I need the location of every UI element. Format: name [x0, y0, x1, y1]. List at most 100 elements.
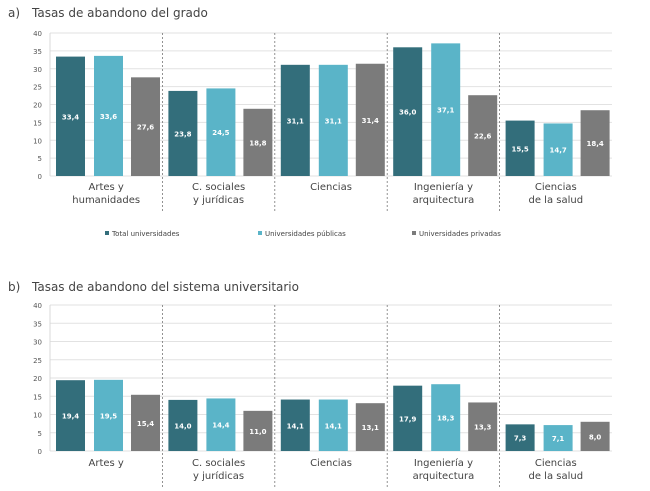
bar — [468, 402, 498, 451]
bar — [355, 403, 385, 451]
y-tick-label: 0 — [38, 448, 42, 456]
bar — [131, 77, 160, 176]
data-label: 18,3 — [437, 415, 454, 423]
category-label: Artes y — [89, 182, 124, 193]
y-tick-label: 25 — [33, 84, 42, 92]
data-label: 36,0 — [399, 109, 416, 117]
y-tick-label: 35 — [33, 320, 42, 328]
data-label: 15,4 — [137, 420, 154, 428]
data-label: 23,8 — [174, 130, 191, 138]
y-tick-label: 20 — [33, 375, 42, 383]
data-label: 31,1 — [325, 117, 342, 125]
legend-swatch — [258, 231, 262, 235]
data-label: 19,4 — [62, 413, 79, 421]
bar — [580, 421, 610, 451]
bar — [318, 399, 348, 451]
legend-label: Total universidades — [111, 230, 180, 238]
bar — [206, 88, 236, 176]
y-tick-label: 5 — [38, 155, 42, 163]
bar — [131, 394, 160, 451]
category-label: C. sociales — [192, 458, 245, 469]
data-label: 8,0 — [589, 433, 602, 441]
data-label: 31,1 — [287, 117, 304, 125]
y-tick-label: 35 — [33, 48, 42, 56]
bar — [505, 424, 535, 451]
legend-swatch — [105, 231, 109, 235]
category-label: de la salud — [529, 471, 584, 482]
data-label: 24,5 — [212, 129, 229, 137]
chart-title: Tasas de abandono del grado — [31, 6, 208, 20]
bar — [168, 90, 198, 176]
bar — [280, 64, 310, 176]
category-label: arquitectura — [413, 471, 475, 482]
bar — [56, 56, 85, 176]
legend-label: Universidades privadas — [419, 230, 501, 238]
bar — [580, 110, 610, 176]
y-tick-label: 30 — [33, 339, 42, 347]
category-label: Artes y — [89, 458, 124, 469]
y-tick-label: 10 — [33, 412, 42, 420]
y-tick-label: 5 — [38, 430, 42, 438]
panel-label: a) — [8, 6, 20, 20]
category-label: Ingeniería y — [414, 457, 473, 469]
bar — [505, 120, 535, 176]
category-label: Ciencias — [535, 182, 577, 193]
bar — [431, 43, 461, 177]
data-label: 14,4 — [212, 422, 229, 430]
y-tick-label: 10 — [33, 137, 42, 145]
legend-label: Universidades públicas — [265, 230, 346, 238]
bar — [355, 63, 385, 177]
bar — [318, 64, 348, 176]
bar — [431, 384, 461, 451]
legend-swatch — [412, 231, 416, 235]
bar — [56, 380, 85, 451]
data-label: 14,1 — [287, 422, 304, 430]
category-label: C. sociales — [192, 182, 245, 193]
data-label: 27,6 — [137, 124, 154, 132]
bar — [168, 399, 198, 451]
bar — [543, 123, 573, 176]
y-tick-label: 15 — [33, 393, 42, 401]
y-tick-label: 40 — [33, 30, 42, 38]
data-label: 7,1 — [552, 435, 565, 443]
category-label: Ingeniería y — [414, 181, 473, 193]
data-label: 11,0 — [249, 428, 266, 436]
data-label: 17,9 — [399, 415, 416, 423]
data-label: 15,5 — [511, 145, 528, 153]
data-label: 37,1 — [437, 107, 454, 115]
category-label: Ciencias — [310, 182, 352, 193]
category-label: de la salud — [529, 195, 584, 206]
bar — [468, 95, 498, 176]
y-tick-label: 0 — [38, 173, 42, 181]
bar — [280, 399, 310, 451]
category-label: humanidades — [72, 195, 140, 206]
data-label: 18,8 — [249, 139, 266, 147]
data-label: 33,4 — [62, 113, 79, 121]
data-label: 14,7 — [549, 147, 566, 155]
bar — [243, 108, 273, 176]
bar — [94, 379, 123, 451]
y-tick-label: 25 — [33, 357, 42, 365]
data-label: 13,1 — [362, 424, 379, 432]
y-tick-label: 20 — [33, 102, 42, 110]
category-label: Ciencias — [535, 458, 577, 469]
data-label: 18,4 — [586, 140, 603, 148]
y-tick-label: 30 — [33, 66, 42, 74]
category-label: y jurídicas — [193, 470, 244, 482]
category-label: arquitectura — [413, 195, 475, 206]
data-label: 14,1 — [325, 422, 342, 430]
bar — [393, 385, 423, 451]
bar — [393, 47, 423, 176]
bar — [206, 398, 236, 451]
y-tick-label: 40 — [33, 302, 42, 310]
data-label: 22,6 — [474, 133, 491, 141]
chart-title: Tasas de abandono del sistema universita… — [31, 280, 299, 294]
data-label: 19,5 — [100, 412, 117, 420]
bar — [94, 55, 123, 176]
category-label: Ciencias — [310, 458, 352, 469]
data-label: 7,3 — [514, 435, 527, 443]
category-label: y jurídicas — [193, 194, 244, 206]
bar — [543, 425, 573, 451]
